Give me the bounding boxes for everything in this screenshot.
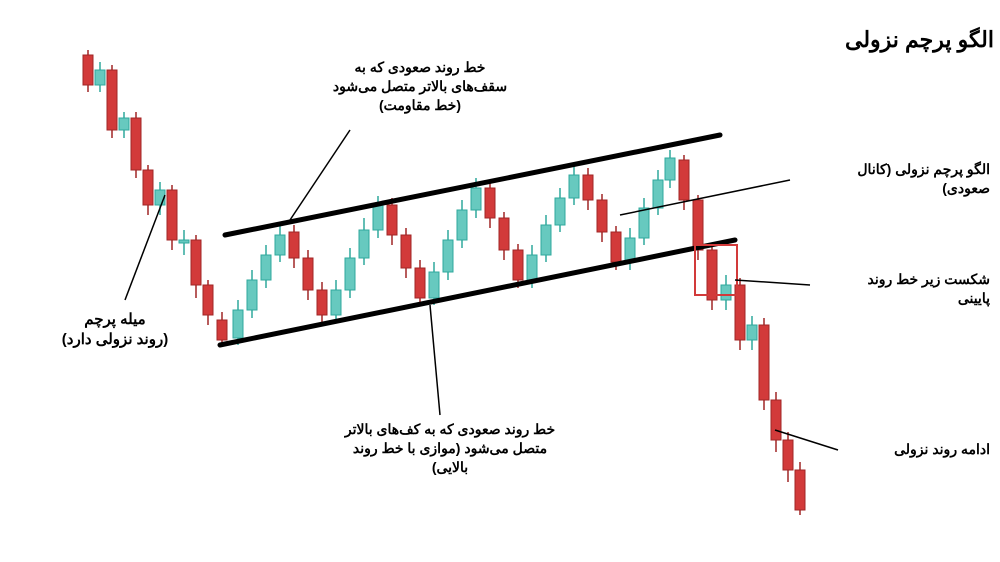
label-continuation: ادامه روند نزولی xyxy=(840,440,990,459)
label-pole: میله پرچم(روند نزولی دارد) xyxy=(35,310,195,351)
label-breakout: شکست زیر خط روندپایینی xyxy=(810,270,990,308)
label-lower-trendline: خط روند صعودی که به کف‌های بالاترمتصل می… xyxy=(300,420,600,477)
label-channel: الگو پرچم نزولی (کانالصعودی) xyxy=(790,160,990,198)
label-upper-trendline: خط روند صعودی که بهسقف‌های بالاتر متصل م… xyxy=(290,58,550,115)
page-title: الگو پرچم نزولی xyxy=(845,25,994,55)
